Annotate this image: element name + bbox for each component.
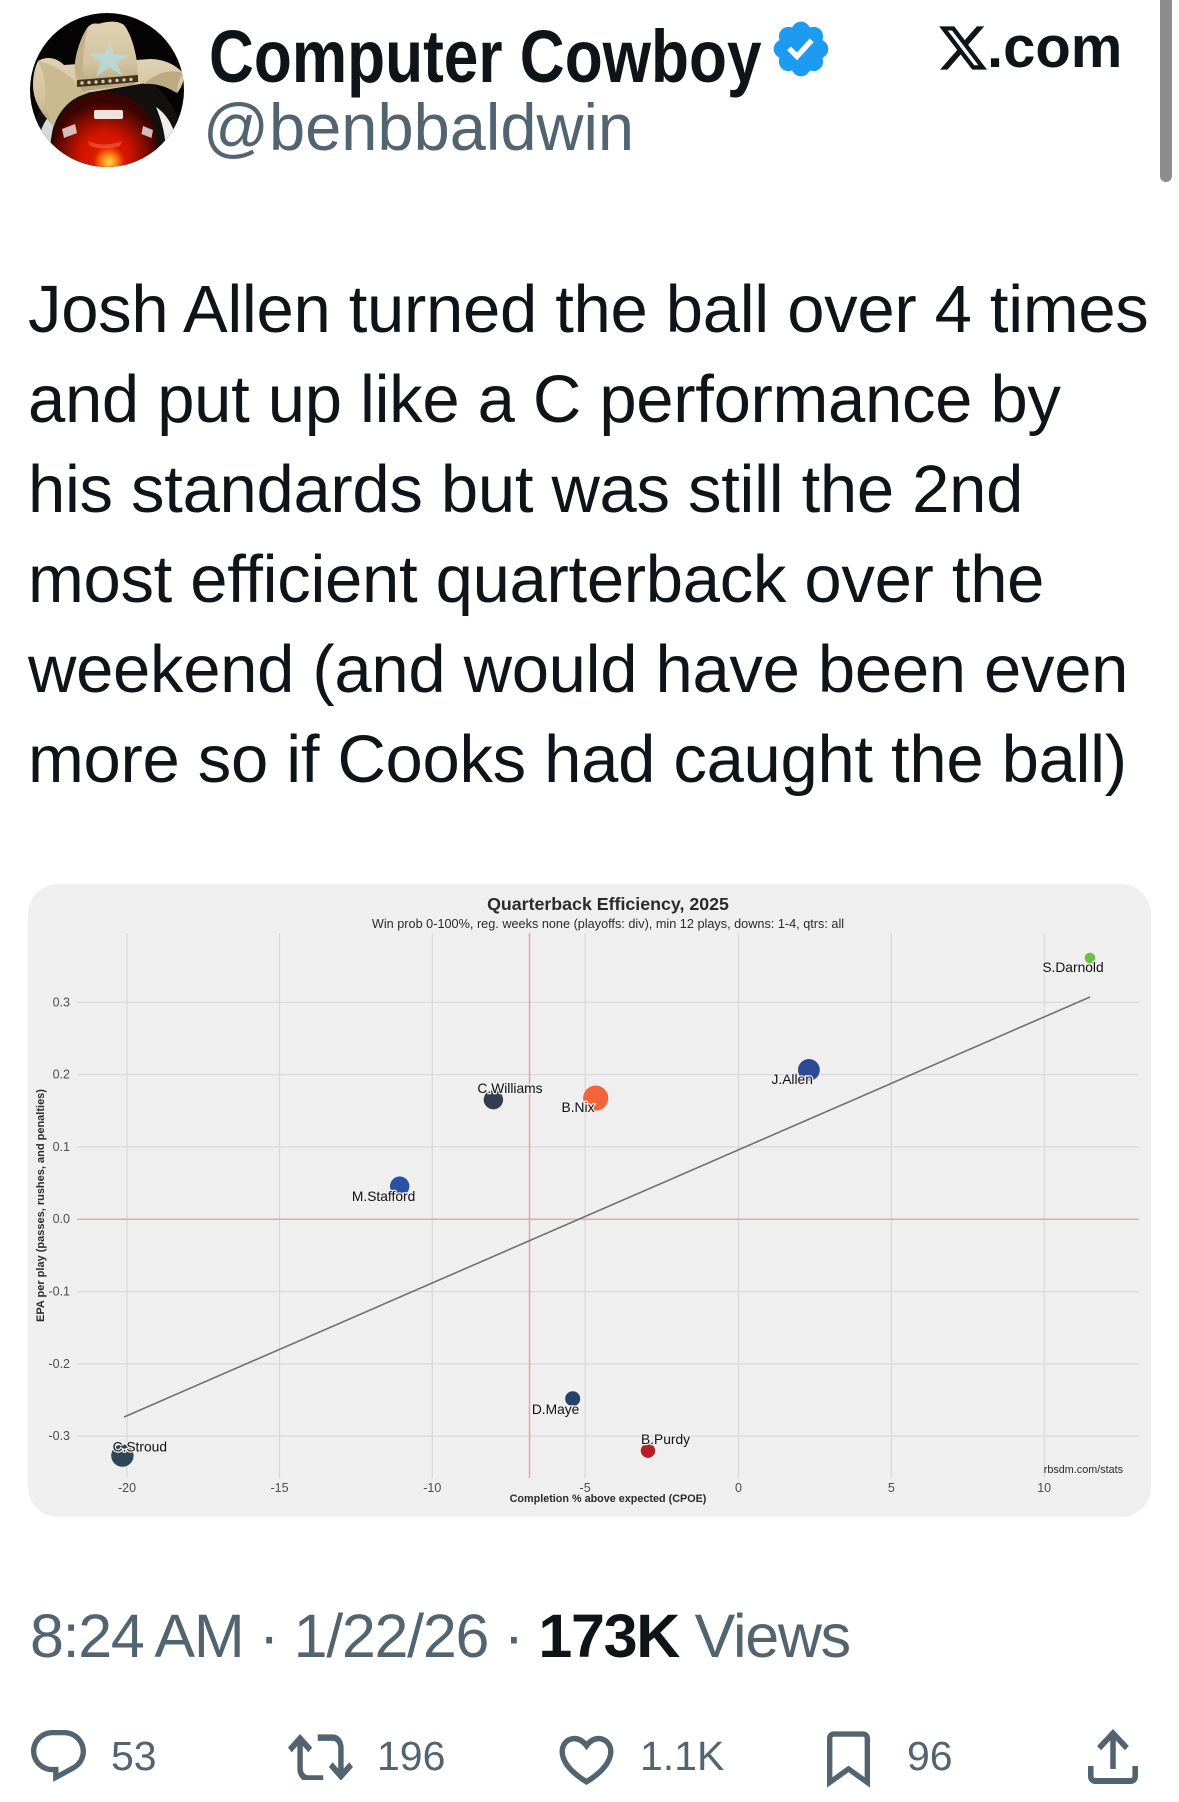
svg-text:10: 10 [1037, 1481, 1051, 1495]
svg-text:EPA per play (passes, rushes,: EPA per play (passes, rushes, and penalt… [35, 1089, 47, 1322]
svg-text:B.Nix: B.Nix [562, 1100, 595, 1115]
svg-text:-15: -15 [270, 1481, 288, 1495]
svg-text:M.Stafford: M.Stafford [352, 1189, 415, 1204]
svg-text:C.Stroud: C.Stroud [113, 1440, 167, 1455]
svg-text:Quarterback Efficiency, 2025: Quarterback Efficiency, 2025 [487, 894, 729, 914]
svg-text:0.0: 0.0 [53, 1212, 70, 1226]
svg-text:-10: -10 [423, 1481, 441, 1495]
svg-text:-20: -20 [118, 1481, 136, 1495]
svg-text:-0.2: -0.2 [48, 1357, 70, 1371]
svg-text:J.Allen: J.Allen [771, 1072, 812, 1087]
svg-text:0.1: 0.1 [53, 1140, 70, 1154]
svg-text:B.Purdy: B.Purdy [641, 1432, 690, 1447]
svg-text:0.3: 0.3 [53, 995, 70, 1009]
svg-text:-0.1: -0.1 [48, 1285, 70, 1299]
svg-text:D.Maye: D.Maye [532, 1402, 580, 1417]
svg-text:-0.3: -0.3 [48, 1429, 70, 1443]
svg-text:S.Darnold: S.Darnold [1042, 960, 1103, 975]
svg-text:Win prob 0-100%, reg. weeks no: Win prob 0-100%, reg. weeks none (playof… [372, 917, 844, 931]
svg-text:0: 0 [735, 1481, 742, 1495]
svg-text:C.Williams: C.Williams [477, 1081, 542, 1096]
svg-text:5: 5 [888, 1481, 895, 1495]
svg-text:rbsdm.com/stats: rbsdm.com/stats [1044, 1464, 1124, 1476]
svg-text:-5: -5 [580, 1481, 591, 1495]
svg-text:0.2: 0.2 [53, 1068, 70, 1082]
svg-text:Completion % above expected (C: Completion % above expected (CPOE) [510, 1493, 707, 1505]
